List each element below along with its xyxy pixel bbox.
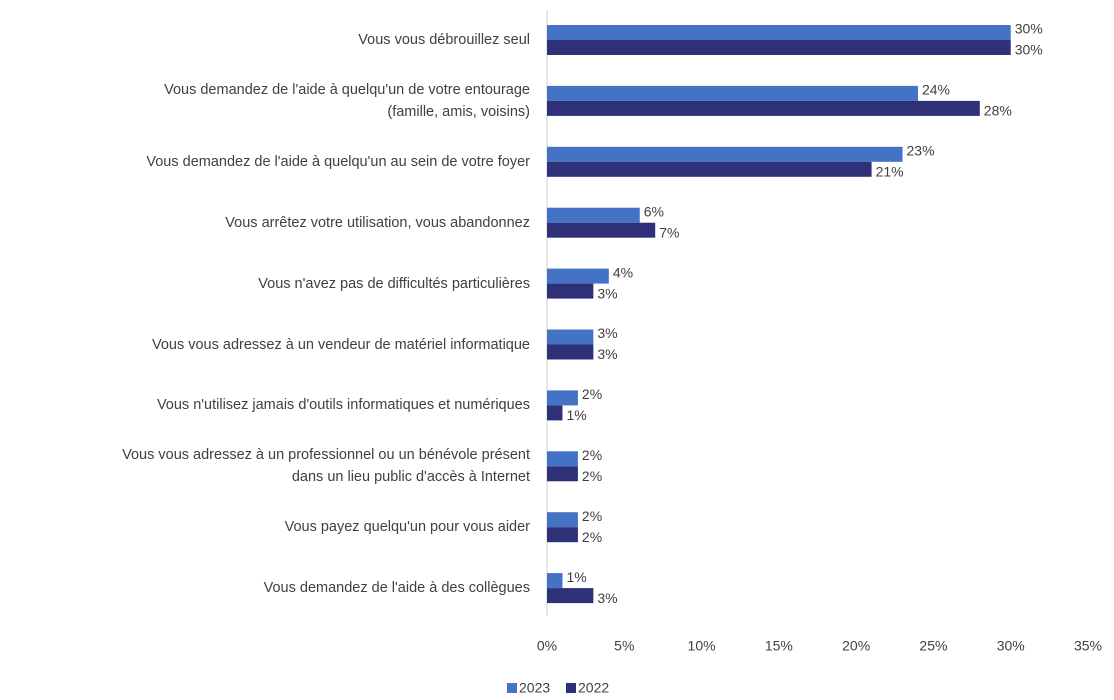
value-label: 2% bbox=[582, 468, 602, 484]
value-label: 23% bbox=[907, 143, 935, 159]
value-label: 2% bbox=[582, 447, 602, 463]
value-label: 28% bbox=[984, 103, 1012, 119]
value-label: 30% bbox=[1015, 21, 1043, 37]
legend-swatch bbox=[566, 683, 576, 693]
value-label: 30% bbox=[1015, 42, 1043, 58]
legend-swatch bbox=[507, 683, 517, 693]
bar bbox=[547, 146, 903, 162]
x-tick-label: 25% bbox=[919, 638, 947, 654]
bar bbox=[547, 100, 980, 116]
category-label: Vous vous adressez à un professionnel ou… bbox=[122, 447, 530, 486]
category-label: Vous payez quelqu'un pour vous aider bbox=[284, 519, 530, 536]
bar bbox=[547, 405, 563, 421]
value-label: 2% bbox=[582, 386, 602, 402]
bar bbox=[547, 222, 656, 238]
value-label: 2% bbox=[582, 508, 602, 524]
value-label: 3% bbox=[597, 346, 617, 362]
bar bbox=[547, 161, 872, 177]
bar bbox=[547, 268, 609, 284]
bar bbox=[547, 573, 563, 589]
x-tick-label: 5% bbox=[614, 638, 634, 654]
bar bbox=[547, 390, 578, 406]
bar bbox=[547, 40, 1011, 55]
x-tick-label: 35% bbox=[1074, 638, 1102, 654]
bar bbox=[547, 588, 594, 604]
category-label: Vous n'utilisez jamais d'outils informat… bbox=[156, 397, 530, 414]
bar bbox=[547, 329, 594, 345]
value-label: 1% bbox=[566, 407, 586, 423]
legend-label: 2023 bbox=[519, 680, 550, 696]
value-label: 3% bbox=[597, 285, 617, 301]
x-tick-label: 15% bbox=[765, 638, 793, 654]
value-label: 3% bbox=[597, 590, 617, 606]
category-label: Vous demandez de l'aide à des collègues bbox=[263, 580, 530, 597]
bar bbox=[547, 85, 918, 101]
category-label: Vous arrêtez votre utilisation, vous aba… bbox=[225, 214, 530, 231]
category-label: Vous vous débrouillez seul bbox=[358, 32, 530, 48]
bar bbox=[547, 527, 578, 543]
bar bbox=[547, 466, 578, 482]
bar bbox=[547, 25, 1011, 40]
category-label: Vous n'avez pas de difficultés particuli… bbox=[258, 275, 530, 292]
value-label: 1% bbox=[566, 569, 586, 585]
x-tick-label: 0% bbox=[537, 638, 557, 654]
category-label: Vous demandez de l'aide à quelqu'un au s… bbox=[146, 153, 530, 170]
value-label: 4% bbox=[613, 264, 633, 280]
bar bbox=[547, 451, 578, 467]
x-tick-label: 10% bbox=[688, 638, 716, 654]
category-label: Vous vous adressez à un vendeur de matér… bbox=[151, 336, 530, 353]
category-label: Vous demandez de l'aide à quelqu'un de v… bbox=[164, 81, 530, 120]
value-label: 3% bbox=[597, 325, 617, 341]
x-tick-label: 30% bbox=[997, 638, 1025, 654]
bar bbox=[547, 512, 578, 528]
value-label: 21% bbox=[876, 164, 904, 180]
bar bbox=[547, 207, 640, 223]
value-label: 6% bbox=[644, 203, 664, 219]
bar bbox=[547, 344, 594, 360]
x-tick-label: 20% bbox=[842, 638, 870, 654]
value-label: 24% bbox=[922, 82, 950, 98]
value-label: 7% bbox=[659, 224, 679, 240]
bar bbox=[547, 283, 594, 299]
value-label: 2% bbox=[582, 529, 602, 545]
legend-label: 2022 bbox=[578, 680, 609, 696]
